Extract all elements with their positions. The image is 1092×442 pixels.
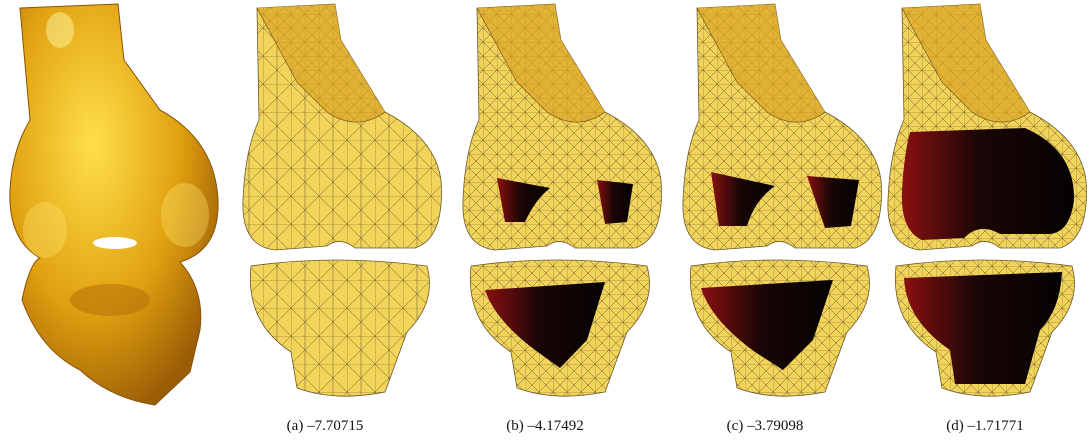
mesh-panel: [243, 4, 442, 396]
solid-bone: [10, 4, 218, 405]
caption: (c) –3.79098: [727, 418, 804, 434]
caption: (d) –1.71771: [946, 418, 1024, 434]
mesh-panel: [888, 4, 1087, 396]
mesh-panel: [683, 4, 882, 396]
caption: (a) –7.70715: [287, 418, 364, 434]
figure: (a) –7.70715 (b) –4.17492 (c) –3.79098 (…: [0, 0, 1092, 442]
mesh-panel: [463, 4, 662, 396]
caption: (b) –4.17492: [506, 418, 584, 434]
